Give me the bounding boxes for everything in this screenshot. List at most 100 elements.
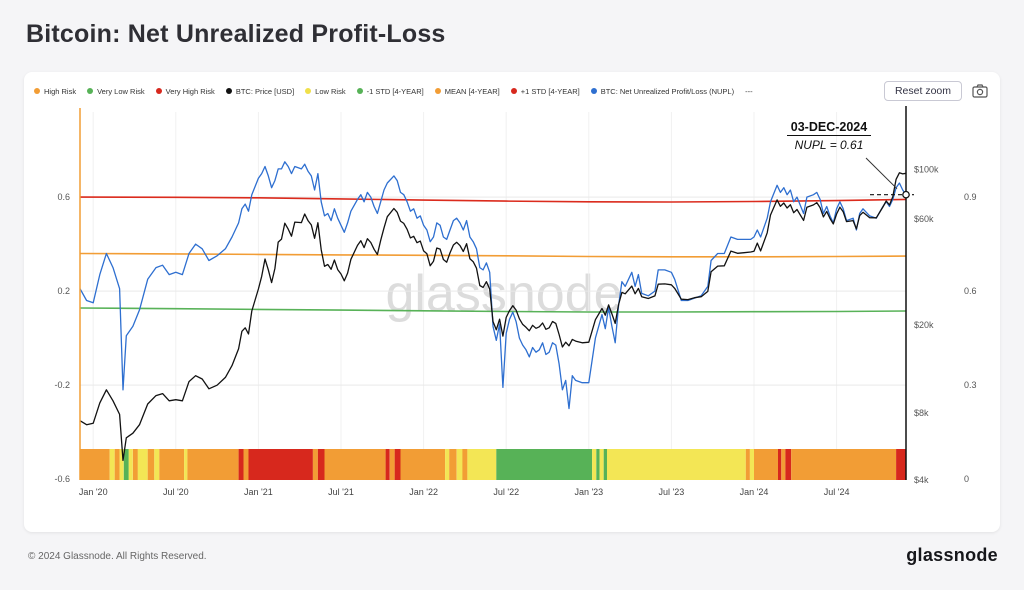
legend-dot-icon: [34, 88, 40, 94]
risk-band-segment: [132, 449, 138, 480]
legend-item-label: +1 STD [4-YEAR]: [520, 86, 580, 96]
legend-dot-icon: [225, 88, 232, 94]
risk-band-segment: [596, 449, 600, 480]
legend-item-high-risk[interactable]: High Risk: [34, 87, 76, 96]
risk-band-segment: [324, 449, 386, 480]
legend-dot-icon: [434, 88, 441, 94]
risk-band-segment: [128, 449, 133, 480]
risk-band-segment: [154, 449, 160, 480]
risk-band-segment: [147, 449, 155, 480]
copyright-text: © 2024 Glassnode. All Rights Reserved.: [28, 551, 207, 562]
legend-item-label: MEAN [4-YEAR]: [444, 86, 500, 96]
legend-dot-icon: [87, 88, 94, 94]
risk-band-segment: [385, 449, 390, 480]
y-axis-label-price: $100k: [914, 165, 939, 175]
risk-band-segment: [603, 449, 607, 480]
risk-band-segment: [109, 449, 115, 480]
risk-band-segment: [496, 449, 593, 480]
y-axis-label-nupl: 0.2: [57, 286, 70, 296]
y-axis-label-price: $4k: [914, 475, 929, 485]
risk-band-segment: [896, 449, 906, 480]
x-axis-label: Jul '22: [493, 487, 519, 497]
y-axis-label-price: $8k: [914, 408, 929, 418]
risk-band-segment: [449, 449, 457, 480]
legend-item-dash[interactable]: ---: [745, 87, 753, 96]
risk-band-segment: [467, 449, 497, 480]
legend-item-very-high-risk[interactable]: Very High Risk: [155, 86, 215, 96]
risk-band-segment: [114, 449, 120, 480]
chart-plot[interactable]: 0.6 0.2 -0.2 -0.6 $100k $60k $20k $8k $4k 0.9 0.6 0…: [24, 104, 1000, 506]
risk-band-segment: [456, 449, 463, 480]
reset-zoom-button[interactable]: Reset zoom: [883, 81, 962, 101]
risk-band-segment: [785, 449, 792, 480]
y-axis-label-price: $20k: [914, 320, 934, 330]
legend-item-1-std-4-year[interactable]: +1 STD [4-YEAR]: [510, 86, 580, 96]
y-axis-label-price: $60k: [914, 214, 934, 224]
annotation-date: 03-DEC-2024: [786, 120, 872, 136]
risk-band-segment: [462, 449, 468, 480]
chart-area: glassnode 0.6 0.2 -0.2 -0.6 $100k $60k $20k $8k…: [24, 104, 1000, 506]
x-axis-label: Jul '24: [824, 487, 850, 497]
legend-item-label: Very Low Risk: [97, 86, 145, 96]
watermark: glassnode: [385, 265, 623, 323]
series-minus1std: [79, 307, 907, 313]
legend-item-label: BTC: Price [USD]: [235, 86, 295, 96]
nupl-end-marker: [902, 190, 910, 199]
series-price: [79, 172, 907, 462]
risk-band-segment: [187, 449, 239, 480]
legend-dot-icon: [305, 88, 312, 94]
x-axis-label: Jul '23: [659, 487, 685, 497]
legend-item-mean-4-year[interactable]: MEAN [4-YEAR]: [434, 86, 500, 96]
risk-band-segment: [778, 449, 782, 480]
chart-header: High Risk Very Low Risk Very High Risk BTC:…: [24, 72, 1000, 102]
legend-dot-icon: [510, 88, 517, 94]
x-axis-label: Jul '20: [163, 487, 189, 497]
risk-band-segment: [312, 449, 318, 480]
risk-band-segment: [243, 449, 249, 480]
legend-item-btc-price-usd[interactable]: BTC: Price [USD]: [225, 86, 295, 96]
legend-item-btc-net-unrealized-profit-loss-nupl[interactable]: BTC: Net Unrealized Profit/Loss (NUPL): [590, 86, 735, 96]
risk-band-segment: [400, 449, 446, 480]
legend-item-label: Low Risk: [315, 86, 346, 96]
risk-band-segment: [238, 449, 244, 480]
risk-band-segment: [80, 449, 110, 480]
legend: High Risk Very Low Risk Very High Risk BTC:…: [34, 87, 876, 96]
risk-band-segment: [749, 449, 754, 480]
x-axis-label: Jan '23: [574, 487, 603, 497]
risk-band-segment: [248, 449, 313, 480]
legend-item-1-std-4-year[interactable]: -1 STD [4-YEAR]: [356, 86, 424, 96]
risk-band-segment: [445, 449, 450, 480]
legend-item-very-low-risk[interactable]: Very Low Risk: [87, 87, 145, 96]
legend-item-label: Very High Risk: [165, 86, 215, 96]
risk-band-segment: [781, 449, 786, 480]
page-title: Bitcoin: Net Unrealized Profit-Loss: [26, 20, 446, 48]
x-axis-label: Jan '21: [244, 487, 273, 497]
camera-icon-glyph: [972, 84, 988, 98]
y-axis-label-nupl: -0.2: [54, 380, 70, 390]
risk-band-segment: [137, 449, 148, 480]
risk-band-segment: [592, 449, 597, 480]
series-nupl: [79, 161, 907, 410]
x-axis-label: Jan '20: [79, 487, 108, 497]
risk-band-segment: [389, 449, 395, 480]
legend-item-label: -1 STD [4-YEAR]: [366, 86, 424, 96]
camera-icon[interactable]: [972, 84, 988, 98]
risk-band-segment: [607, 449, 746, 480]
risk-band-segment: [184, 449, 188, 480]
risk-band-segment: [159, 449, 185, 480]
y-axis-label-nupl: -0.6: [54, 474, 70, 484]
legend-item-label: BTC: Net Unrealized Profit/Loss (NUPL): [600, 86, 735, 96]
legend-item-low-risk[interactable]: Low Risk: [305, 86, 346, 96]
risk-band-segment: [745, 449, 750, 480]
series-plus1std: [79, 196, 907, 203]
legend-item-label: ---: [745, 86, 753, 96]
y-axis-label-ratio: 0: [964, 474, 969, 484]
y-axis-label-ratio: 0.3: [964, 380, 977, 390]
x-axis-label: Jul '21: [328, 487, 354, 497]
annotation-value: NUPL = 0.61: [794, 138, 864, 152]
y-axis-label-ratio: 0.6: [964, 286, 977, 296]
series-mean: [79, 252, 907, 258]
risk-band-segment: [394, 449, 401, 480]
legend-item-label: High Risk: [44, 86, 77, 96]
y-axis-label-nupl: 0.6: [57, 192, 70, 202]
